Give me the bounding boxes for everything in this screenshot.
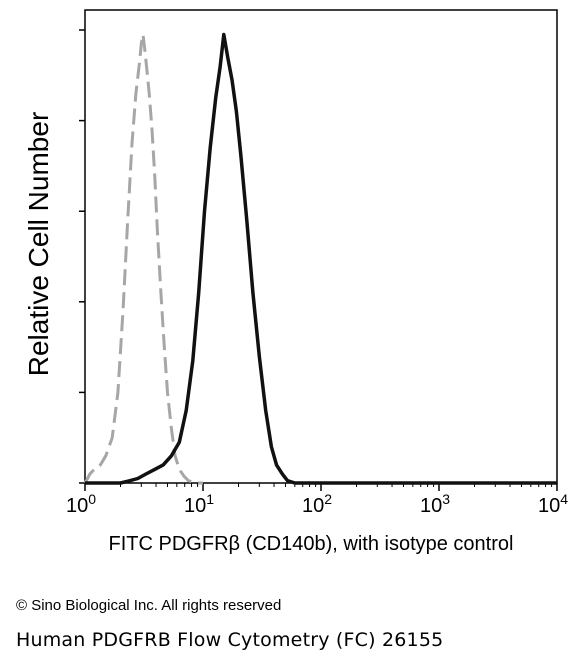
y-axis-label: Relative Cell Number — [23, 112, 54, 377]
figure-caption: Human PDGFRB Flow Cytometry (FC) 26155 — [16, 629, 444, 651]
x-tick-label-0: 100 — [66, 491, 96, 517]
plot-frame — [84, 9, 558, 484]
series-layer — [83, 32, 557, 485]
x-tick-label-2: 102 — [302, 491, 332, 517]
isotype-control-curve — [83, 33, 203, 485]
x-tick-label-1: 101 — [184, 491, 214, 517]
x-axis-ticks — [84, 483, 558, 491]
flow-cytometry-histogram: 100 101 102 103 104 Relative Cell Number FIT… — [23, 9, 568, 555]
x-axis-tick-labels: 100 101 102 103 104 — [66, 491, 568, 517]
x-tick-label-3: 103 — [420, 491, 450, 517]
y-axis-ticks — [79, 29, 85, 484]
x-axis-label: FITC PDGFRβ (CD140b), with isotype contr… — [109, 533, 514, 555]
x-tick-label-4: 104 — [538, 491, 568, 517]
copyright-notice: © Sino Biological Inc. All rights reserv… — [16, 597, 282, 614]
pdgfrb-stained-curve — [85, 32, 557, 485]
